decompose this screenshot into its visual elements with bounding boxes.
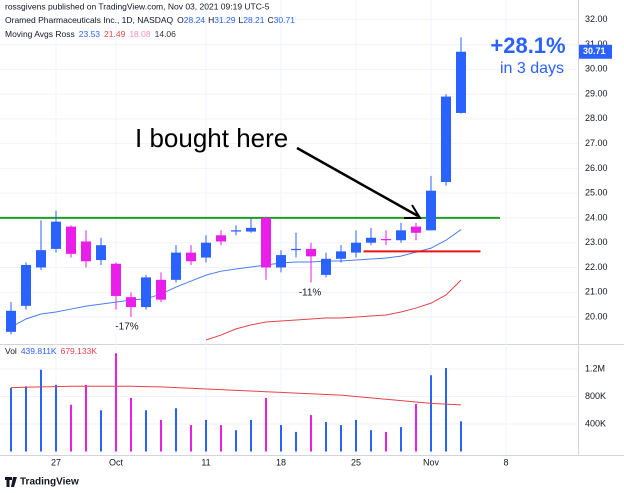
- y-tick-label: 21.00: [585, 287, 608, 297]
- ohlc-value: 30.71: [274, 15, 296, 25]
- candle-body: [441, 96, 451, 183]
- candle-body: [336, 251, 346, 259]
- last-price-box: [579, 44, 612, 59]
- y-tick-label: 23.00: [585, 237, 608, 247]
- y-tick-label: 31.00: [585, 39, 608, 49]
- candle-body: [426, 190, 436, 231]
- candle-body: [396, 230, 406, 241]
- volume-tick-label: 800K: [585, 391, 606, 401]
- candle-body: [111, 263, 121, 296]
- candle-body: [456, 51, 466, 113]
- arrow-shaft: [296, 146, 419, 218]
- x-tick-label: 18: [276, 457, 286, 467]
- candle-body: [66, 226, 76, 254]
- candle-body: [216, 235, 226, 242]
- y-tick-label: 26.00: [585, 163, 608, 173]
- y-tick-label: 30.00: [585, 64, 608, 74]
- volume-tick-label: 400K: [585, 418, 606, 428]
- indicator-value: 18.08: [129, 29, 151, 39]
- grid: [0, 0, 578, 455]
- candle-body: [21, 264, 31, 306]
- volume-tick-label: 1.2M: [585, 363, 605, 373]
- x-tick-label: Oct: [109, 457, 124, 467]
- x-tick-label: 27: [51, 457, 61, 467]
- ohlc-key: H: [208, 15, 214, 25]
- annotation: I bought here: [135, 123, 288, 153]
- candle-body: [141, 277, 151, 308]
- x-tick-label: 8: [503, 457, 508, 467]
- candle-body: [36, 250, 46, 268]
- last-price-label: 30.71: [583, 46, 606, 56]
- y-tick-label: 32.00: [585, 14, 608, 24]
- ohlc-key: L: [239, 15, 244, 25]
- candle-body: [366, 237, 376, 243]
- candle-body: [246, 227, 256, 232]
- symbol-legend: Oramed Pharmaceuticals Inc., 1D, NASDAQ O…: [5, 15, 295, 25]
- volume-title: Vol: [5, 346, 17, 356]
- candle-body: [261, 217, 271, 268]
- candle-body: [126, 297, 136, 308]
- indicator-value: 23.53: [79, 29, 101, 39]
- candle-body: [96, 245, 106, 261]
- annotation: -11%: [299, 288, 322, 299]
- y-tick-label: 27.00: [585, 138, 608, 148]
- indicator-legend: Moving Avgs Ross 23.53 21.49 18.08 14.06: [5, 29, 176, 39]
- symbol: Oramed Pharmaceuticals Inc., 1D, NASDAQ: [5, 15, 174, 25]
- annotation: in 3 days: [500, 60, 564, 77]
- candle-body: [81, 241, 91, 262]
- ohlc-value: 31.29: [214, 15, 236, 25]
- y-tick-label: 28.00: [585, 113, 608, 123]
- ohlc-key: O: [177, 15, 184, 25]
- byline: rossgivens published on TradingView.com,…: [5, 1, 270, 11]
- annotation: +28.1%: [490, 33, 565, 58]
- volume-legend-value: 439.811K: [21, 346, 57, 356]
- annotation: -17%: [115, 322, 138, 333]
- ohlc-key: C: [268, 15, 274, 25]
- logo-icon: [5, 477, 17, 487]
- indicator-name: Moving Avgs Ross: [5, 29, 75, 39]
- candle-body: [276, 255, 286, 268]
- candle-body: [186, 252, 196, 262]
- moving-average: [205, 279, 462, 341]
- moving-average: [10, 229, 462, 328]
- ohlc-value: 28.24: [184, 15, 206, 25]
- y-tick-label: 25.00: [585, 188, 608, 198]
- footer-logo: TradingView: [5, 477, 79, 488]
- candle-body: [351, 242, 361, 253]
- candle-body: [6, 310, 16, 332]
- volume-legend-value: 679.133K: [61, 346, 98, 356]
- indicator-value: 14.06: [155, 29, 177, 39]
- y-tick-label: 29.00: [585, 88, 608, 98]
- arrow-head: [404, 204, 422, 219]
- y-tick-label: 20.00: [585, 311, 608, 321]
- candle-body: [156, 279, 166, 300]
- candle-body: [201, 242, 211, 258]
- x-tick-label: 25: [351, 457, 361, 467]
- candle-body: [171, 252, 181, 280]
- indicator-value: 21.49: [104, 29, 126, 39]
- x-tick-label: Nov: [423, 457, 440, 467]
- x-tick-label: 11: [201, 457, 210, 467]
- candle-body: [306, 248, 316, 257]
- volume-legend: Vol 439.811K 679.133K: [5, 346, 97, 356]
- candle-body: [381, 238, 391, 241]
- y-tick-label: 24.00: [585, 212, 608, 222]
- footer-text: TradingView: [20, 477, 79, 488]
- ohlc-value: 28.21: [243, 15, 265, 25]
- candle-body: [231, 230, 241, 232]
- candle-body: [51, 221, 61, 249]
- candle-body: [291, 248, 301, 251]
- candle-body: [411, 226, 421, 233]
- candle-body: [321, 258, 331, 275]
- y-tick-label: 22.00: [585, 262, 608, 272]
- marks: [0, 37, 500, 452]
- moving-average: [10, 385, 462, 406]
